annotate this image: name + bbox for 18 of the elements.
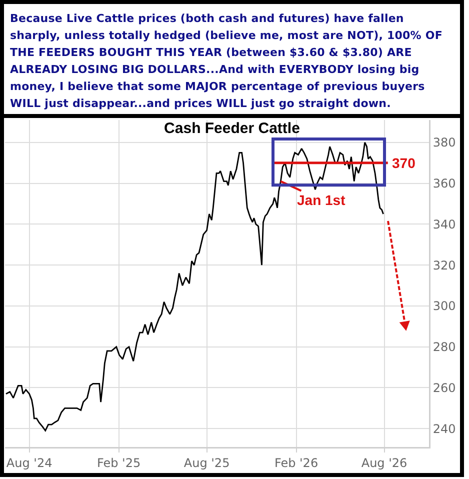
ref-line-label: 370 <box>392 155 416 171</box>
y-tick-label: 240 <box>432 422 456 436</box>
y-tick-label: 340 <box>432 217 456 232</box>
x-tick-label: Aug '24 <box>6 456 52 470</box>
text: Because Live Cattle prices (both cash and futures) have fallen sharply, unless totally hedged (believe me, most are NOT), 100% OF THE FEEDERS BOUGHT THIS YEAR (between $3.60 & $3.80) ARE ALREADY LOSING BIG DOLLARS...And with EVERYBODY losing big money, I believe that some MAJOR percentage of previous buyers WILL just disappear...and prices WILL just go straight down. <box>10 11 444 112</box>
x-tick-label: Aug '26 <box>361 456 408 470</box>
y-tick-label: 280 <box>432 340 456 354</box>
x-tick-label: Aug '25 <box>184 456 230 470</box>
x-tick-label: Feb '25 <box>96 456 141 470</box>
y-tick-label: 380 <box>432 136 456 150</box>
y-tick-label: 320 <box>432 258 456 272</box>
annotation: Jan 1st <box>297 192 346 208</box>
chart-title: Cash Feeder Cattle <box>164 120 300 138</box>
y-tick-label: 260 <box>432 380 456 395</box>
y-tick-label: 360 <box>432 176 456 191</box>
y-tick-label: 300 <box>432 299 456 314</box>
x-tick-label: Feb '26 <box>274 456 318 470</box>
line-series <box>5 142 384 432</box>
